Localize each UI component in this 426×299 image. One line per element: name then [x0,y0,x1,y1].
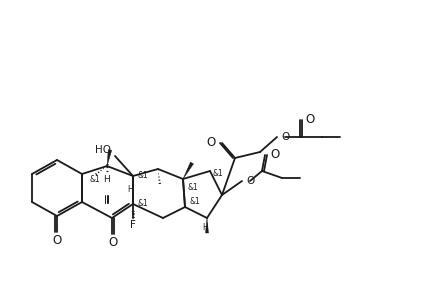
Text: O: O [52,234,61,246]
Text: H: H [201,223,207,233]
Text: HO: HO [95,145,111,155]
Text: O: O [245,176,253,186]
Text: &1: &1 [187,182,198,191]
Text: &1: &1 [90,175,101,184]
Text: &1: &1 [190,198,200,207]
Text: O: O [269,149,279,161]
Text: &1: &1 [138,172,148,181]
Polygon shape [183,162,193,179]
Text: &1: &1 [138,199,148,208]
Polygon shape [107,150,112,166]
Text: O: O [304,114,314,126]
Text: O: O [108,236,117,248]
Text: H: H [104,175,110,184]
Text: &1: &1 [213,170,223,179]
Text: H: H [127,185,132,195]
Text: O: O [280,132,288,142]
Text: O: O [206,137,216,150]
Text: F: F [130,220,135,230]
Polygon shape [205,218,208,233]
